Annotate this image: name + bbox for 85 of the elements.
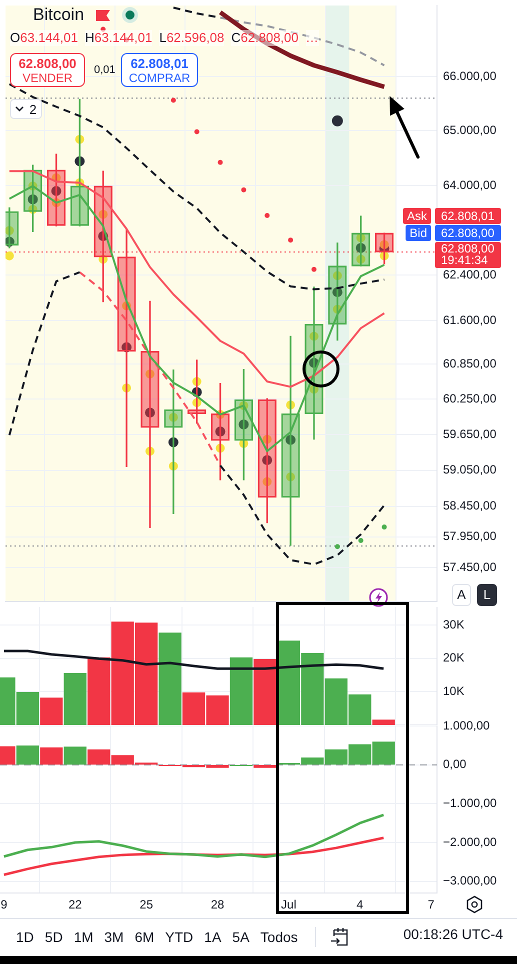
annotation: 62.808,00 (18, 56, 76, 70)
y-tick-label: 59.650,00 (443, 426, 497, 441)
bar (254, 659, 276, 725)
point (241, 187, 246, 192)
annotation: … (306, 30, 319, 46)
collapse-button: 2 (10, 99, 42, 119)
text: 1D (16, 929, 34, 945)
point (264, 212, 270, 218)
annotation: 0,01 (94, 63, 116, 77)
y-tick-label: 61.600,00 (443, 313, 497, 328)
point (170, 98, 176, 103)
text: 5A (232, 929, 250, 945)
point (194, 129, 200, 134)
x-tick-label: 4 (356, 898, 364, 912)
bar (230, 657, 253, 725)
bar (254, 765, 276, 768)
line-series (78, 271, 222, 466)
x-tick-label: 28 (210, 898, 225, 912)
text: 6M (134, 929, 154, 945)
y-tick-label: 10K (443, 684, 464, 698)
y-tick-label: −3.000,00 (443, 874, 498, 888)
bar (40, 698, 63, 725)
point (218, 160, 223, 165)
x-tick-label: 22 (68, 898, 82, 912)
y-tick-label: 66.000,00 (443, 68, 497, 83)
point (358, 538, 364, 543)
y-tick-label: 58.450,00 (443, 498, 497, 513)
y-tick-label: 57.950,00 (443, 529, 497, 544)
text: 62.808,01 (441, 208, 495, 223)
text: 62.808,00 (441, 226, 495, 240)
annotation: Bid (410, 226, 427, 240)
x-tick-label: 7 (428, 898, 435, 912)
y-tick-label: 30K (443, 617, 464, 632)
candlestick (140, 300, 160, 528)
annotation: Ask (406, 208, 428, 223)
bar (158, 632, 182, 725)
y-tick-label: 59.050,00 (443, 462, 497, 477)
x-tick-label: 25 (140, 898, 154, 912)
point (6, 251, 14, 260)
bar (64, 746, 86, 765)
point (288, 238, 294, 243)
point (332, 115, 343, 126)
bar (40, 747, 63, 765)
annotation: O63.144,01 (10, 30, 78, 46)
text: 1M (74, 929, 94, 945)
y-tick-label: −1.000,00 (443, 796, 498, 810)
bar (64, 673, 86, 725)
candlestick (328, 242, 347, 341)
point (334, 544, 340, 550)
annotation: C62.808,00 (231, 30, 299, 46)
y-tick-label: 60.850,00 (443, 356, 497, 370)
y-tick-label: 65.000,00 (443, 122, 497, 137)
ref-line-label: 62.808,00 (441, 242, 495, 256)
text: 5D (44, 929, 63, 945)
annotation: H63.144,01 (84, 30, 152, 46)
annotation: 62.808,01 (130, 56, 188, 70)
x-tick-label: Jul (281, 898, 296, 912)
x-tick-label: 9 (0, 898, 8, 912)
annotation: 2 (29, 102, 37, 116)
log-scale-button: L (477, 584, 497, 606)
point (100, 26, 106, 32)
y-tick-label: −2.000,00 (443, 834, 498, 849)
text: 00:18:26 UTC-4 (403, 926, 503, 944)
y-tick-label: 64.000,00 (443, 178, 497, 192)
text: 19:41:34 (441, 253, 488, 268)
bar (372, 720, 395, 725)
text: 3M (104, 929, 124, 945)
point (382, 524, 387, 530)
text: YTD (165, 929, 194, 945)
y-tick-label: 20K (443, 650, 464, 665)
chart-title: Bitcoin (33, 5, 84, 25)
annotation: L62.596,08 (159, 30, 224, 46)
point (311, 266, 316, 272)
y-tick-label: 62.400,00 (443, 267, 497, 282)
y-tick-label: 0,00 (443, 757, 467, 772)
buy-button: 62.808,01 COMPRAR (121, 53, 198, 87)
auto-scale-button: A (452, 584, 471, 606)
y-tick-label: 60.250,00 (443, 391, 497, 406)
y-tick-label: 57.450,00 (443, 560, 497, 574)
annotation: VENDER (22, 70, 72, 84)
y-tick-label: 1.000,00 (443, 718, 490, 732)
sell-button: 62.808,00 VENDER (10, 53, 85, 87)
text: Todos (260, 929, 298, 945)
annotation: COMPRAR (128, 70, 190, 84)
text: 1A (204, 929, 222, 945)
